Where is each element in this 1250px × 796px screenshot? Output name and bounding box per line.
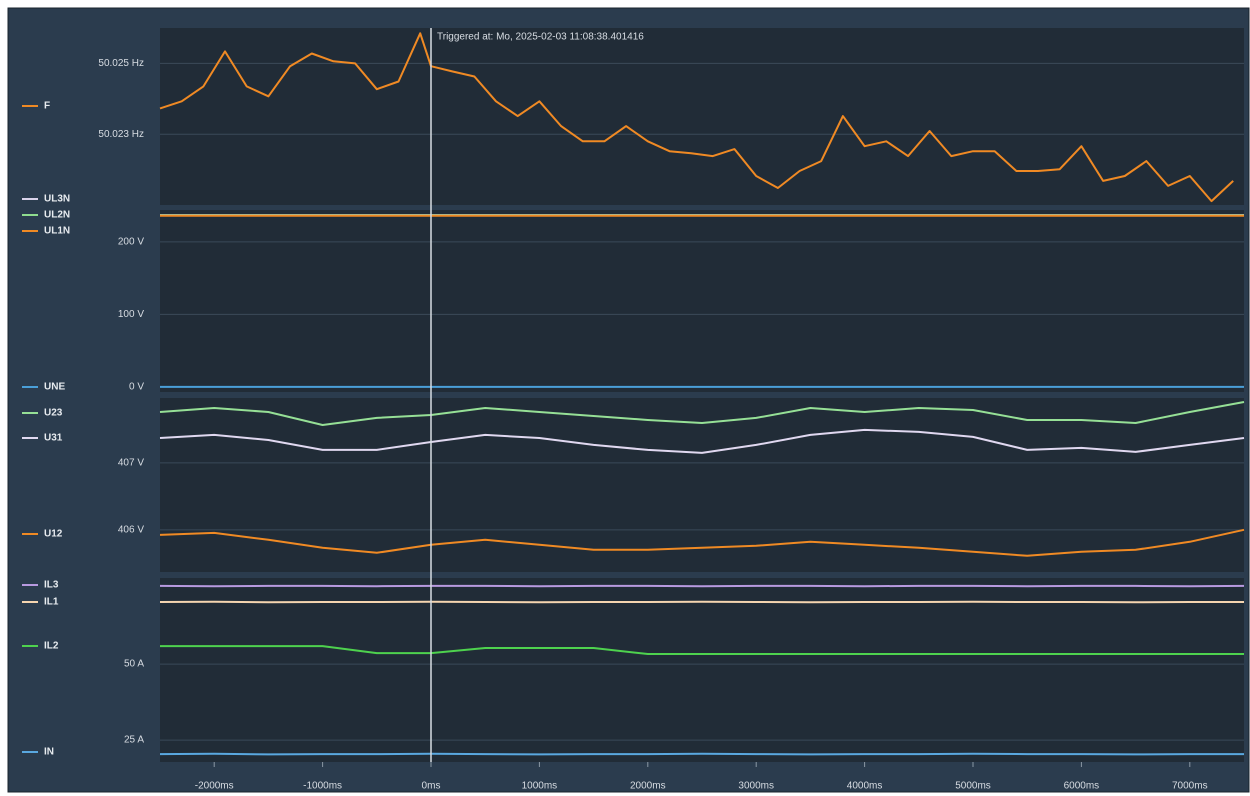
x-tick-label: -2000ms	[195, 781, 234, 792]
y-tick-label: 406 V	[118, 524, 144, 535]
x-tick-label: 1000ms	[522, 781, 558, 792]
legend-label: U12	[44, 529, 63, 540]
legend-label: UL1N	[44, 226, 70, 237]
series-line	[159, 401, 1245, 426]
y-tick-label: 200 V	[118, 237, 144, 248]
legend-label: U31	[44, 433, 63, 444]
y-tick-label: 0 V	[129, 382, 144, 393]
legend-label: UL3N	[44, 194, 70, 205]
series-line	[159, 752, 1244, 756]
x-tick-label: 7000ms	[1172, 781, 1208, 792]
y-tick-label: 50.025 Hz	[98, 58, 144, 69]
panel-background	[160, 28, 1244, 205]
legend-label: IL2	[44, 641, 59, 652]
legend-label: U23	[44, 408, 63, 419]
legend-label: F	[44, 101, 50, 112]
y-tick-label: 407 V	[118, 458, 144, 469]
legend-label: UL2N	[44, 210, 70, 221]
series-line	[159, 528, 1245, 557]
y-tick-label: 25 A	[124, 735, 144, 746]
x-tick-label: 2000ms	[630, 781, 666, 792]
legend-label: IN	[44, 747, 54, 758]
x-tick-label: -1000ms	[303, 781, 342, 792]
panel-background	[160, 210, 1244, 392]
legend-label: IL1	[44, 597, 59, 608]
legend-label: IL3	[44, 580, 59, 591]
panel-background	[160, 578, 1244, 762]
y-tick-label: 50 A	[124, 659, 144, 670]
series-line	[159, 600, 1244, 604]
panel-background	[160, 398, 1244, 572]
series-line	[159, 32, 1234, 203]
series-line	[159, 428, 1245, 454]
y-tick-label: 100 V	[118, 309, 144, 320]
legend-label: UNE	[44, 382, 65, 393]
x-tick-label: 0ms	[422, 781, 441, 792]
x-tick-label: 4000ms	[847, 781, 883, 792]
x-tick-label: 6000ms	[1064, 781, 1100, 792]
trigger-label: Triggered at: Mo, 2025-02-03 11:08:38.40…	[437, 32, 644, 43]
series-line	[160, 645, 1244, 655]
y-tick-label: 50.023 Hz	[98, 129, 144, 140]
x-tick-label: 3000ms	[738, 781, 774, 792]
x-tick-label: 5000ms	[955, 781, 991, 792]
